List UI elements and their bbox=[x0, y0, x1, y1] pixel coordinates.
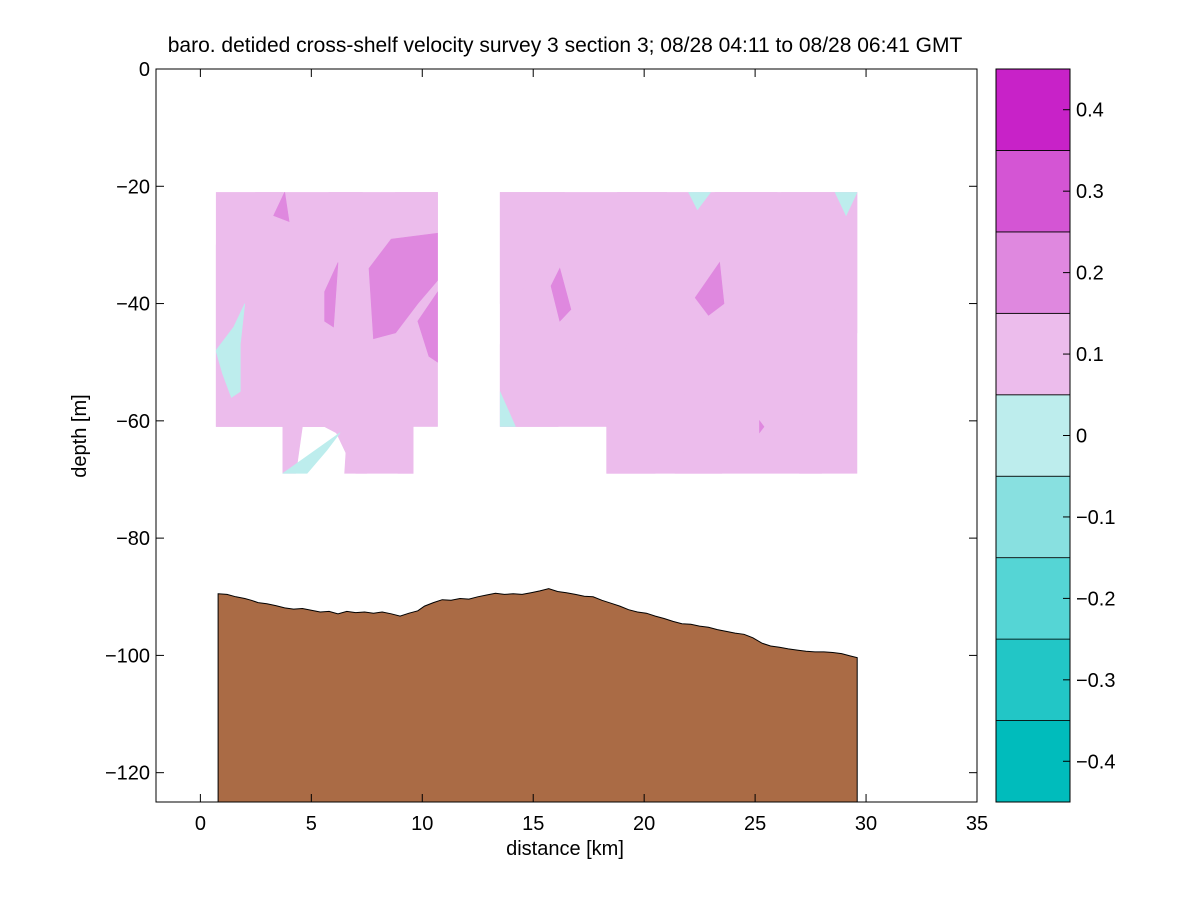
y-tick-label: −80 bbox=[116, 528, 150, 550]
contour-patch bbox=[499, 391, 516, 428]
contour-patch bbox=[759, 343, 785, 446]
contour-patch bbox=[281, 432, 341, 474]
y-axis-label: depth [m] bbox=[69, 394, 91, 477]
chart-title: baro. detided cross-shelf velocity surve… bbox=[168, 34, 963, 57]
section-block-1 bbox=[215, 192, 438, 474]
x-tick-label: 20 bbox=[633, 813, 655, 835]
contour-patch bbox=[417, 290, 438, 363]
contour-patch bbox=[694, 261, 725, 316]
colorbar-tick-label: −0.2 bbox=[1076, 588, 1115, 610]
contour-patch bbox=[273, 192, 290, 222]
colorbar-tick-label: −0.4 bbox=[1076, 751, 1115, 773]
x-tick-label: 35 bbox=[966, 813, 988, 835]
contour-patch bbox=[215, 303, 246, 398]
contour-patch bbox=[688, 192, 712, 211]
contour-patch bbox=[315, 391, 368, 474]
colorbar-tick-label: −0.1 bbox=[1076, 507, 1115, 529]
section-block-2 bbox=[499, 192, 858, 474]
colorbar-tick-label: 0.4 bbox=[1076, 100, 1104, 122]
colorbar-band bbox=[995, 475, 1071, 559]
y-tick-label: 0 bbox=[139, 59, 150, 81]
colorbar-band bbox=[995, 68, 1071, 151]
contour-patch bbox=[368, 232, 438, 340]
colorbar-tick-label: 0.3 bbox=[1076, 181, 1104, 203]
colorbar-bands bbox=[995, 68, 1071, 803]
y-axis-ticks: 0 −20 −40 −60 −80 −100 −120 bbox=[105, 59, 977, 785]
colorbar-tick-label: 0.1 bbox=[1076, 344, 1104, 366]
contour-patch bbox=[781, 192, 858, 334]
plot-area: 0 5 10 15 20 25 30 35 0 −20 −40 −60 −80 −100 −120 bbox=[105, 59, 988, 835]
colorbar-band bbox=[995, 638, 1071, 721]
x-axis-ticks: 0 5 10 15 20 25 30 35 bbox=[195, 69, 988, 835]
contour-patch bbox=[674, 320, 749, 474]
y-tick-label: −100 bbox=[105, 645, 150, 667]
y-tick-label: −20 bbox=[116, 176, 150, 198]
y-tick-label: −60 bbox=[116, 411, 150, 433]
contour-patch bbox=[610, 192, 701, 234]
colorbar-ticks: −0.4 −0.3 −0.2 −0.1 0 0.1 0.2 0.3 0.4 bbox=[1063, 100, 1115, 773]
contour-patch bbox=[606, 303, 707, 474]
x-axis-label: distance [km] bbox=[506, 838, 624, 860]
x-tick-label: 5 bbox=[306, 813, 317, 835]
contour-patch bbox=[324, 262, 339, 328]
contour-patch bbox=[550, 267, 572, 322]
colorbar: −0.4 −0.3 −0.2 −0.1 0 0.1 0.2 0.3 0.4 bbox=[995, 68, 1115, 803]
contour-patch bbox=[499, 192, 565, 305]
colorbar-tick-label: −0.3 bbox=[1076, 670, 1115, 692]
contour-patch bbox=[397, 425, 414, 474]
colorbar-band bbox=[995, 720, 1071, 803]
colorbar-tick-label: 0.2 bbox=[1076, 263, 1104, 285]
colorbar-band bbox=[995, 150, 1071, 233]
x-tick-label: 30 bbox=[855, 813, 877, 835]
plot-frame bbox=[155, 68, 978, 803]
colorbar-band bbox=[995, 557, 1071, 640]
contour-patch bbox=[834, 192, 858, 217]
contour-patch bbox=[799, 379, 829, 474]
contour-patch bbox=[701, 192, 779, 216]
x-tick-label: 25 bbox=[744, 813, 766, 835]
x-tick-label: 10 bbox=[411, 813, 433, 835]
colorbar-band bbox=[995, 231, 1071, 314]
colorbar-tick-label: 0 bbox=[1076, 426, 1087, 448]
y-tick-label: −40 bbox=[116, 294, 150, 316]
contour-fill-layer bbox=[215, 192, 858, 474]
contour-patch bbox=[282, 426, 303, 474]
x-tick-label: 0 bbox=[195, 813, 206, 835]
contour-patch bbox=[759, 419, 765, 434]
colorbar-band bbox=[995, 312, 1071, 396]
seafloor-profile bbox=[217, 588, 858, 803]
colorbar-band bbox=[995, 394, 1071, 477]
y-tick-label: −120 bbox=[105, 763, 150, 785]
x-tick-label: 15 bbox=[522, 813, 544, 835]
seafloor-layer bbox=[217, 588, 858, 803]
contour-patch bbox=[381, 192, 438, 252]
